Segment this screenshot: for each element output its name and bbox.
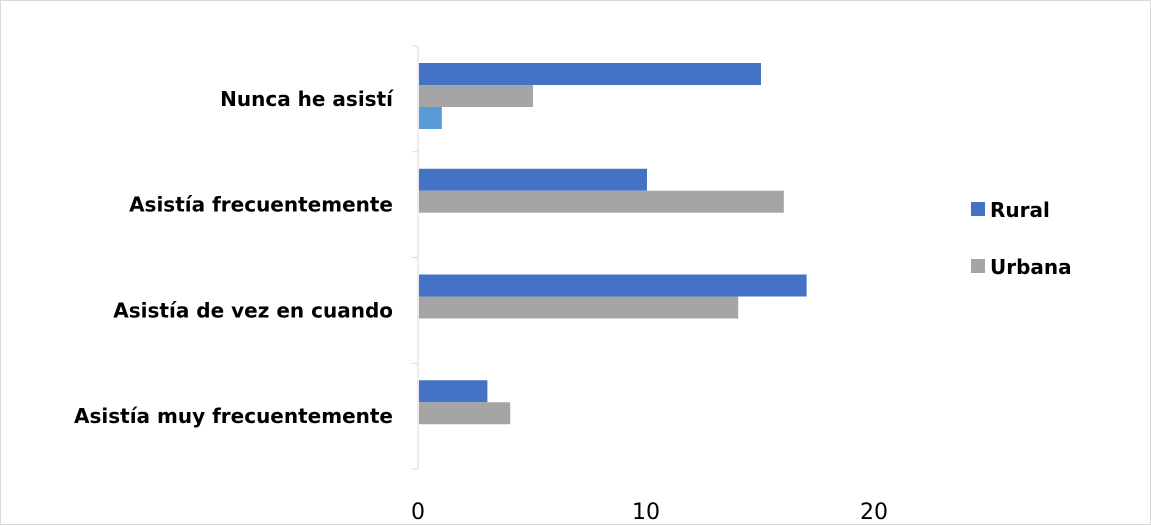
labels-layer: Nunca he asistí Asistía frecuentemente Asi… <box>74 87 888 525</box>
x-tick-label: 10 <box>632 500 660 525</box>
legend-label-urbana: Urbana <box>990 255 1072 279</box>
bar-urbana <box>419 85 533 107</box>
legend-label-rural: Rural <box>990 198 1050 222</box>
bars-layer <box>419 63 807 425</box>
bar-rural <box>419 274 807 297</box>
category-label: Nunca he asistí <box>220 87 394 111</box>
category-label: Asistía de vez en cuando <box>113 298 393 322</box>
legend: Rural Urbana <box>971 198 1072 279</box>
bar-urbana <box>419 190 784 213</box>
x-tick-label: 0 <box>411 500 425 525</box>
category-label: Asistía muy frecuentemente <box>74 404 393 428</box>
bar-urbana <box>419 402 511 425</box>
x-tick-label: 20 <box>860 500 888 525</box>
bar-rural <box>419 380 488 403</box>
bar-series-3 <box>419 107 442 129</box>
axis-layer <box>412 45 419 470</box>
category-label: Asistía frecuentemente <box>129 193 393 217</box>
bar-rural <box>419 63 761 85</box>
bar-rural <box>419 168 647 191</box>
legend-swatch-rural <box>971 202 985 216</box>
bar-urbana <box>419 296 739 319</box>
legend-swatch-urbana <box>971 259 985 273</box>
